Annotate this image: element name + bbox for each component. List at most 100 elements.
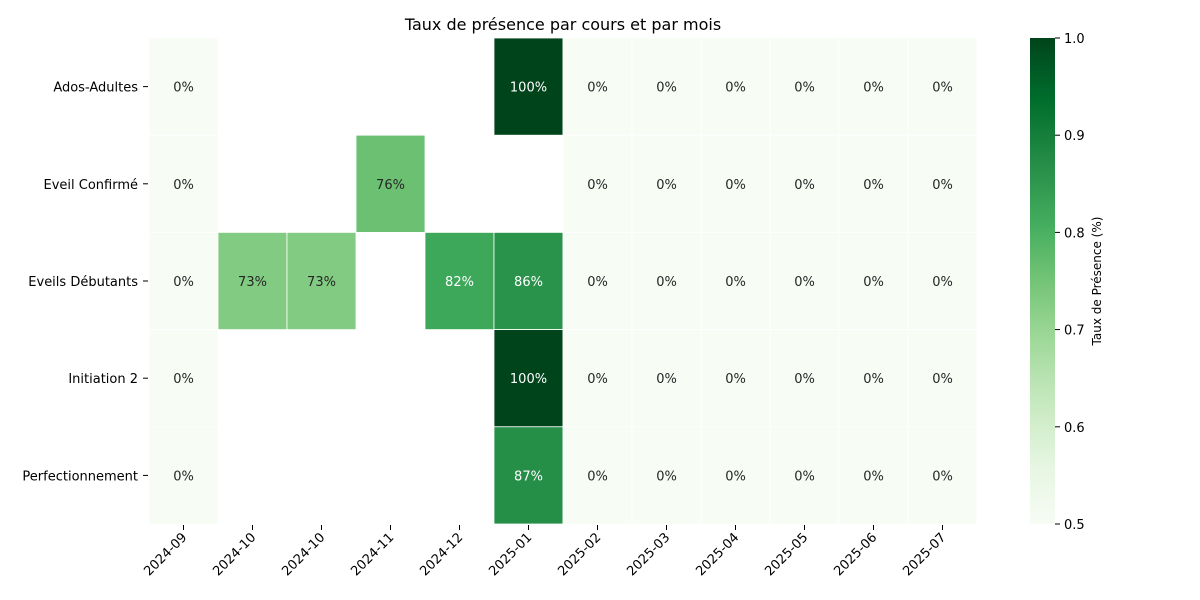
- cell-value-label: 86%: [514, 275, 543, 290]
- colorbar-tick-label: 1.0: [1064, 32, 1085, 47]
- x-tick-label: 2024-10: [210, 530, 259, 579]
- x-tick-label: 2025-03: [624, 530, 673, 579]
- cell-value-label: 0%: [725, 275, 746, 290]
- cell-value-label: 0%: [587, 469, 608, 484]
- heatmap-cell: [907, 134, 978, 233]
- heatmap-cell: [700, 37, 771, 136]
- cell-value-label: 100%: [510, 372, 547, 387]
- cell-value-label: 0%: [863, 469, 884, 484]
- x-tick-label: 2024-09: [141, 530, 190, 579]
- cell-value-label: 0%: [725, 469, 746, 484]
- cell-value-label: 0%: [587, 81, 608, 96]
- colorbar-tick-label: 0.7: [1064, 324, 1085, 339]
- chart-title: Taux de présence par cours et par mois: [404, 15, 721, 34]
- x-tick-label: 2025-07: [900, 530, 949, 579]
- cell-value-label: 0%: [932, 469, 953, 484]
- heatmap-cell: [907, 426, 978, 525]
- colorbar-tick-label: 0.8: [1064, 226, 1085, 241]
- x-tick-label: 2025-04: [693, 530, 742, 579]
- cell-value-label: 73%: [238, 275, 267, 290]
- cell-value-label: 0%: [725, 81, 746, 96]
- cell-value-label: 82%: [445, 275, 474, 290]
- heatmap-cell: [562, 231, 633, 330]
- heatmap-cell: [148, 329, 219, 428]
- heatmap-cell: [631, 329, 702, 428]
- cell-value-label: 87%: [514, 469, 543, 484]
- x-tick-label: 2025-02: [555, 530, 604, 579]
- cell-value-label: 0%: [932, 178, 953, 193]
- heatmap-cell: [217, 231, 288, 330]
- heatmap-cell: [562, 426, 633, 525]
- cell-value-label: 73%: [307, 275, 336, 290]
- heatmap-cell: [493, 426, 564, 525]
- colorbar-tick-label: 0.6: [1064, 421, 1085, 436]
- cell-value-label: 100%: [510, 81, 547, 96]
- cell-value-label: 0%: [656, 81, 677, 96]
- cell-value-label: 0%: [794, 178, 815, 193]
- heatmap-cell: [907, 37, 978, 136]
- heatmap-cell: [424, 231, 495, 330]
- y-axis: Ados-Adultes Eveil Confirmé Eveils Débutan…: [22, 81, 148, 484]
- cell-value-label: 0%: [173, 81, 194, 96]
- cell-value-label: 0%: [656, 372, 677, 387]
- heatmap-cell: [838, 426, 909, 525]
- heatmap-cell: [631, 231, 702, 330]
- heatmap-cell: [286, 231, 357, 330]
- colorbar-ticks: 0.5 0.6 0.7 0.8 0.9 1.0: [1055, 32, 1085, 533]
- cell-value-label: 0%: [794, 275, 815, 290]
- cell-value-label: 0%: [794, 372, 815, 387]
- heatmap-cell: [907, 329, 978, 428]
- x-tick-label: 2024-12: [417, 530, 466, 579]
- heatmap-cell: [769, 426, 840, 525]
- y-tick-label: Ados-Adultes: [53, 81, 138, 96]
- cell-value-label: 0%: [863, 275, 884, 290]
- cell-value-label: 0%: [656, 469, 677, 484]
- heatmap-cell: [148, 426, 219, 525]
- cell-value-label: 0%: [794, 81, 815, 96]
- cell-value-label: 0%: [725, 372, 746, 387]
- y-tick-label: Initiation 2: [68, 372, 138, 387]
- cell-value-label: 0%: [932, 81, 953, 96]
- cell-value-label: 0%: [656, 178, 677, 193]
- heatmap-cell: [769, 37, 840, 136]
- heatmap-cell: [631, 37, 702, 136]
- cell-value-label: 0%: [725, 178, 746, 193]
- x-tick-label: 2024-11: [348, 530, 397, 579]
- colorbar-gradient: [1030, 38, 1055, 524]
- cell-value-label: 0%: [173, 372, 194, 387]
- colorbar-tick-label: 0.5: [1064, 518, 1085, 533]
- heatmap-cell: [769, 231, 840, 330]
- cell-value-label: 0%: [863, 372, 884, 387]
- colorbar-tick-label: 0.9: [1064, 129, 1085, 144]
- heatmap-cell: [907, 231, 978, 330]
- heatmap-cell: [631, 426, 702, 525]
- x-tick-label: 2024-10: [279, 530, 328, 579]
- heatmap-cell: [148, 37, 219, 136]
- heatmap-cells: [148, 37, 978, 525]
- x-axis: 2024-09 2024-10 2024-10 2024-11 2024-12 2025-…: [141, 525, 949, 579]
- cell-value-label: 0%: [173, 178, 194, 193]
- colorbar-label: Taux de Présence (%): [1090, 217, 1104, 347]
- heatmap-cell-labels: 0% 100% 0% 0% 0% 0% 0% 0% 0% 76% 0% 0% 0% 0% 0% 0% 0% 73%…: [173, 81, 953, 485]
- heatmap-cell: [700, 134, 771, 233]
- heatmap-cell: [148, 231, 219, 330]
- heatmap-cell: [493, 37, 564, 136]
- heatmap-cell: [493, 329, 564, 428]
- y-tick-label: Eveil Confirmé: [44, 178, 139, 193]
- x-tick-label: 2025-06: [831, 530, 880, 579]
- x-tick-label: 2025-05: [762, 530, 811, 579]
- y-tick-label: Perfectionnement: [22, 469, 138, 484]
- heatmap-cell: [631, 134, 702, 233]
- cell-value-label: 0%: [173, 275, 194, 290]
- cell-value-label: 0%: [587, 178, 608, 193]
- cell-value-label: 0%: [863, 178, 884, 193]
- cell-value-label: 0%: [656, 275, 677, 290]
- heatmap-cell: [838, 134, 909, 233]
- heatmap-cell: [700, 426, 771, 525]
- x-tick-label: 2025-01: [486, 530, 535, 579]
- heatmap-cell: [493, 231, 564, 330]
- heatmap-cell: [562, 37, 633, 136]
- cell-value-label: 0%: [173, 469, 194, 484]
- cell-value-label: 0%: [932, 275, 953, 290]
